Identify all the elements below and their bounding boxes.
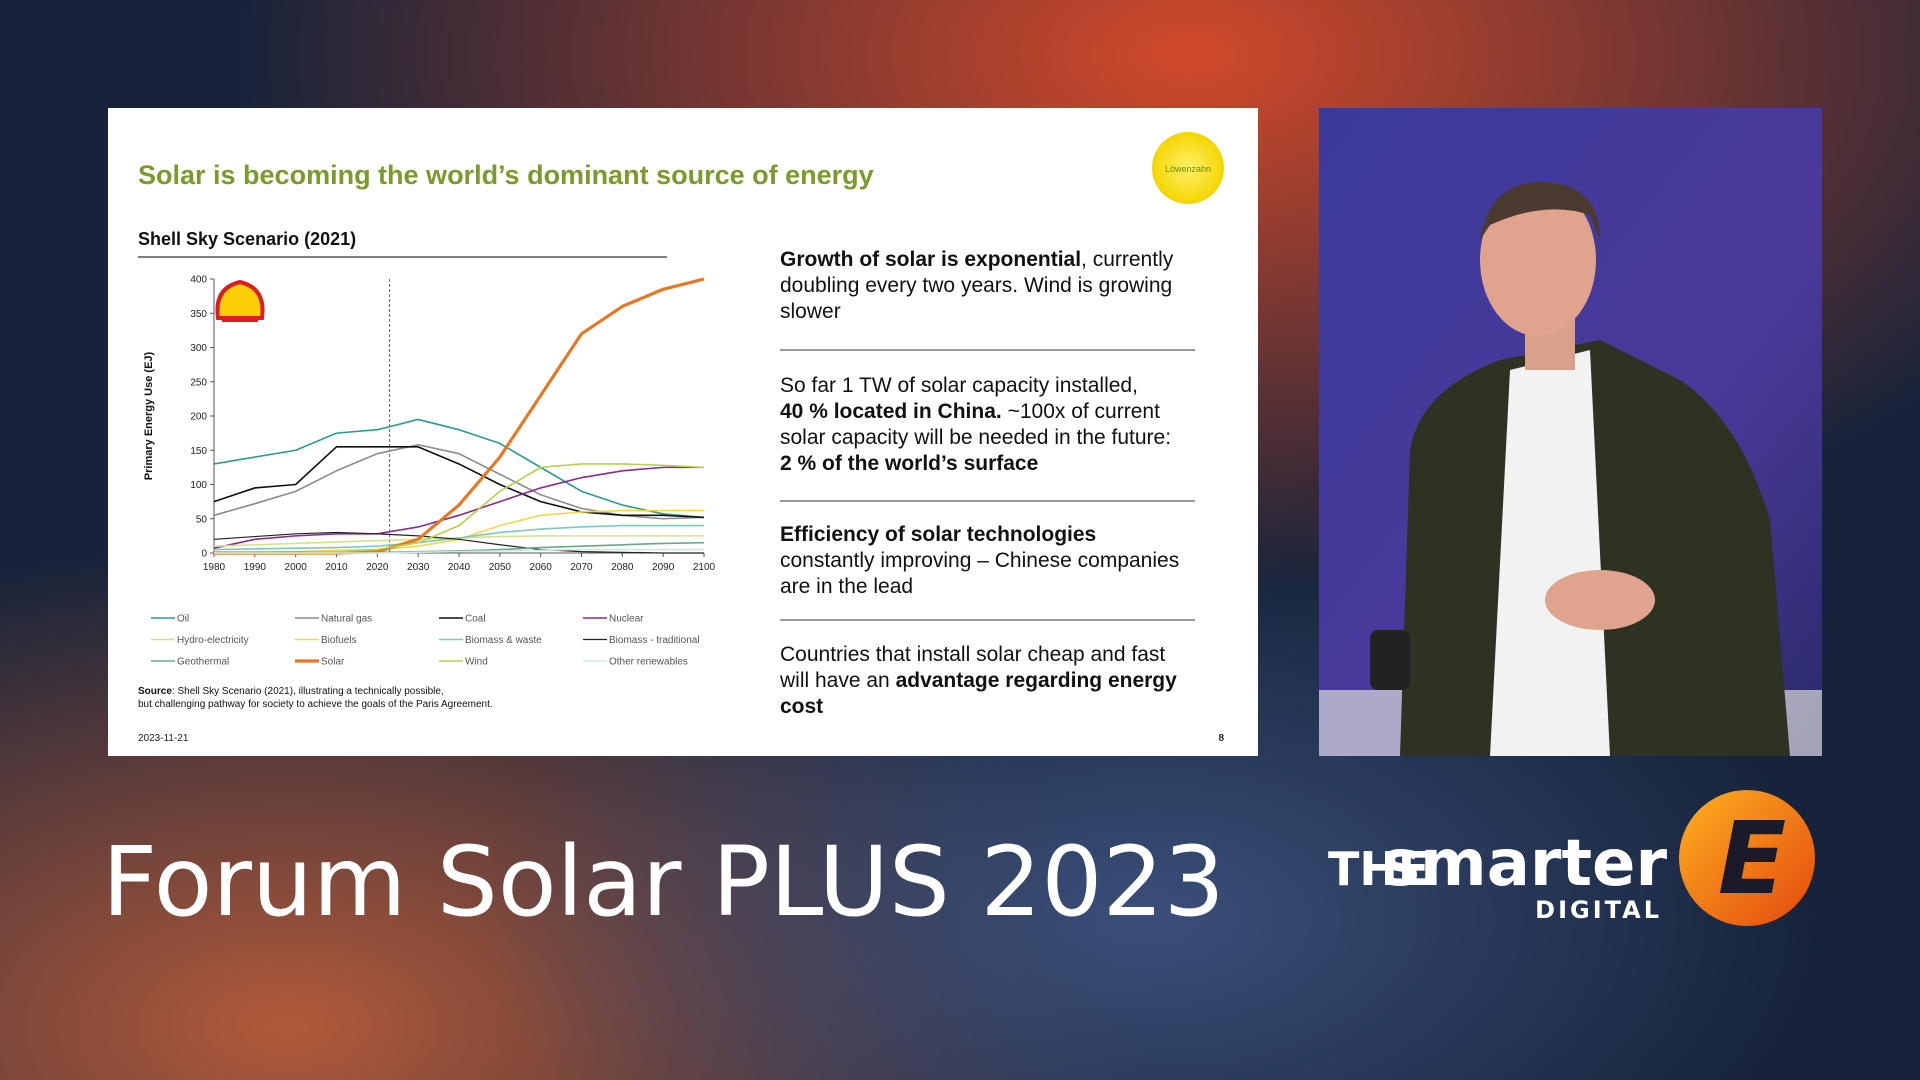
text-run: ~100x of current [1002,400,1160,423]
page-number: 8 [1218,733,1224,744]
x-tick-label: 2010 [325,562,348,573]
y-axis-label: Primary Energy Use (EJ) [143,351,155,480]
paragraph-line: cost [780,695,823,718]
legend-label: Biomass & waste [465,635,542,646]
text-run: solar capacity will be needed in the fut… [780,426,1171,449]
paragraph-line: constantly improving – Chinese companies [780,549,1179,572]
shell-logo [215,279,265,322]
y-tick-label: 50 [196,514,208,525]
x-tick-label: 2060 [530,562,553,573]
slide-background [108,108,1258,756]
source-line: Source: Shell Sky Scenario (2021), illus… [138,686,444,697]
x-tick-label: 2100 [693,562,716,573]
y-tick-label: 250 [190,377,207,388]
x-tick-label: 1980 [203,562,226,573]
slide: Solar is becoming the world’s dominant s… [108,108,1258,756]
legend-label: Wind [465,657,488,668]
legend-label: Hydro-electricity [177,635,249,646]
text-run: : Shell Sky Scenario (2021), illustratin… [172,686,444,697]
legend-label: Biomass - traditional [609,635,700,646]
text-run: slower [780,300,841,323]
speaker-video [1319,108,1822,756]
chart: 0 50 100 150 200 250 300 350 400 1980 1990 2000 2010… [151,275,716,668]
source-line: but challenging pathway for society to a… [138,699,493,710]
paragraph-line: So far 1 TW of solar capacity installed, [780,374,1138,397]
x-tick-label: 2020 [366,562,389,573]
y-tick-label: 400 [190,275,207,286]
legend-label: Nuclear [609,614,644,625]
paragraph-line: 40 % located in China. ~100x of current [780,400,1160,423]
speaker-head [1480,184,1596,336]
series-line [213,466,704,549]
text-run: So far 1 TW of solar capacity installed, [780,374,1138,397]
brand-mark: E [1718,800,1786,917]
y-tick-label: 0 [201,549,207,560]
text-run: 2 % of the world’s surface [780,452,1038,475]
series-line [213,446,705,519]
speaker-remote [1370,630,1410,690]
paragraph-line: doubling every two years. Wind is growin… [780,274,1172,297]
paragraph-line: slower [780,300,841,323]
x-tick-label: 1990 [244,562,267,573]
text-run: constantly improving – Chinese companies [780,549,1179,572]
text-run: , currently [1081,248,1174,271]
paragraph-line: will have an advantage regarding energy [779,669,1177,692]
x-tick-label: 2040 [448,562,471,573]
x-tick-label: 2090 [652,562,675,573]
text-run: 40 % located in China. [780,400,1002,423]
y-tick-label: 300 [190,343,207,354]
text-run: Efficiency of solar technologies [780,523,1096,546]
legend-label: Geothermal [177,657,229,668]
legend-label: Natural gas [321,614,372,625]
paragraph-line: Countries that install solar cheap and f… [780,643,1165,666]
text-run: will have an [779,669,896,692]
brand-sub: DIGITAL [1535,896,1662,924]
paragraph-line: are in the lead [780,575,913,598]
text-run: advantage regarding energy [896,669,1178,692]
logo-text: Löwenzahn [1165,164,1211,174]
brand-prefix: THE [1328,842,1429,896]
event-title: Forum Solar PLUS 2023 [102,826,1225,938]
series-line [213,418,705,519]
speaker-hand [1545,570,1655,630]
legend-label: Oil [177,614,189,625]
paragraph-line: Efficiency of solar technologies [780,523,1096,546]
series-line [214,548,704,554]
y-tick-label: 100 [190,480,207,491]
series-line [213,531,704,554]
text-run: Growth of solar is exponential [780,248,1081,271]
legend-label: Solar [321,657,345,668]
x-tick-label: 2070 [570,562,593,573]
text-run: are in the lead [780,575,913,598]
legend-label: Coal [465,614,486,625]
paragraph-line: solar capacity will be needed in the fut… [780,426,1171,449]
brand-name: smarter [1382,827,1668,901]
x-tick-label: 2080 [611,562,634,573]
text-run: Countries that install solar cheap and f… [780,643,1165,666]
logo-badge [1152,132,1224,204]
paragraph-line: Growth of solar is exponential, currentl… [780,248,1174,271]
text-run: doubling every two years. Wind is growin… [780,274,1172,297]
x-tick-label: 2050 [489,562,512,573]
paragraph-line: 2 % of the world’s surface [780,452,1038,475]
legend-label: Other renewables [609,657,688,668]
slide-title: Solar is becoming the world’s dominant s… [138,160,874,190]
chart-title: Shell Sky Scenario (2021) [138,229,356,249]
y-tick-label: 150 [190,446,207,457]
text-run: but challenging pathway for society to a… [138,699,493,710]
speaker-shirt [1490,350,1610,756]
x-tick-label: 2000 [285,562,308,573]
y-tick-label: 200 [190,412,207,423]
brand-mark-circle [1679,790,1815,926]
text-run: Source [138,686,172,697]
speaker-hair [1480,181,1600,240]
slide-date: 2023-11-21 [138,733,189,744]
text-run: cost [780,695,823,718]
series-line [213,524,704,551]
y-tick-label: 350 [190,309,207,320]
x-tick-label: 2030 [407,562,430,573]
legend-label: Biofuels [321,635,357,646]
